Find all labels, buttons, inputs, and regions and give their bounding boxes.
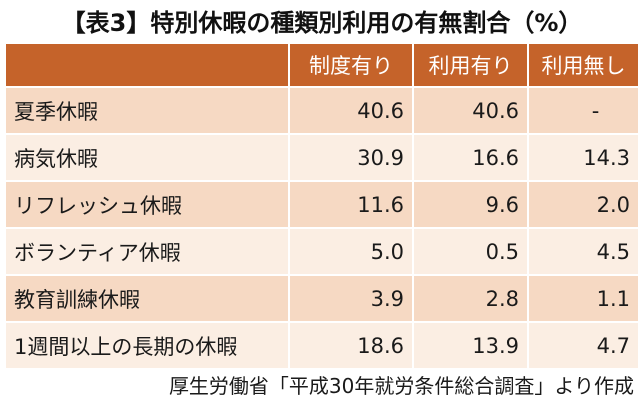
table-header-row: 制度有り 利用有り 利用無し xyxy=(6,44,638,88)
cell-system-available: 5.0 xyxy=(289,228,414,276)
cell-system-available: 40.6 xyxy=(289,87,414,135)
table-title: 【表3】特別休暇の種類別利用の有無割合（%） xyxy=(61,9,583,37)
table-row: ボランティア休暇 5.0 0.5 4.5 xyxy=(6,228,638,276)
cell-system-available: 18.6 xyxy=(289,322,414,370)
cell-system-available: 30.9 xyxy=(289,134,414,182)
cell-not-used: 2.0 xyxy=(528,181,638,229)
cell-system-available: 3.9 xyxy=(289,275,414,323)
row-label: 夏季休暇 xyxy=(6,87,290,135)
cell-not-used: 4.7 xyxy=(528,322,638,370)
row-label: 病気休暇 xyxy=(6,134,290,182)
header-label-cell xyxy=(6,44,290,88)
row-label: 1週間以上の長期の休暇 xyxy=(6,322,290,370)
cell-used: 0.5 xyxy=(413,228,529,276)
row-label: リフレッシュ休暇 xyxy=(6,181,290,229)
source-note: 厚生労働省「平成30年就労条件総合調査」より作成 xyxy=(168,374,634,398)
cell-system-available: 11.6 xyxy=(289,181,414,229)
table-row: 1週間以上の長期の休暇 18.6 13.9 4.7 xyxy=(6,322,638,370)
row-label: 教育訓練休暇 xyxy=(6,275,290,323)
row-label: ボランティア休暇 xyxy=(6,228,290,276)
header-used: 利用有り xyxy=(413,44,529,88)
cell-used: 13.9 xyxy=(413,322,529,370)
leave-usage-table: 制度有り 利用有り 利用無し 夏季休暇 40.6 40.6 - 病気休暇 30.… xyxy=(6,44,638,370)
table-row: リフレッシュ休暇 11.6 9.6 2.0 xyxy=(6,181,638,229)
table-row: 病気休暇 30.9 16.6 14.3 xyxy=(6,134,638,182)
cell-used: 40.6 xyxy=(413,87,529,135)
header-not-used: 利用無し xyxy=(528,44,638,88)
cell-not-used: 14.3 xyxy=(528,134,638,182)
header-system-available: 制度有り xyxy=(289,44,414,88)
cell-used: 9.6 xyxy=(413,181,529,229)
cell-not-used: 1.1 xyxy=(528,275,638,323)
table-row: 教育訓練休暇 3.9 2.8 1.1 xyxy=(6,275,638,323)
cell-not-used: 4.5 xyxy=(528,228,638,276)
table-row: 夏季休暇 40.6 40.6 - xyxy=(6,87,638,135)
cell-used: 16.6 xyxy=(413,134,529,182)
cell-not-used: - xyxy=(528,87,638,135)
cell-used: 2.8 xyxy=(413,275,529,323)
